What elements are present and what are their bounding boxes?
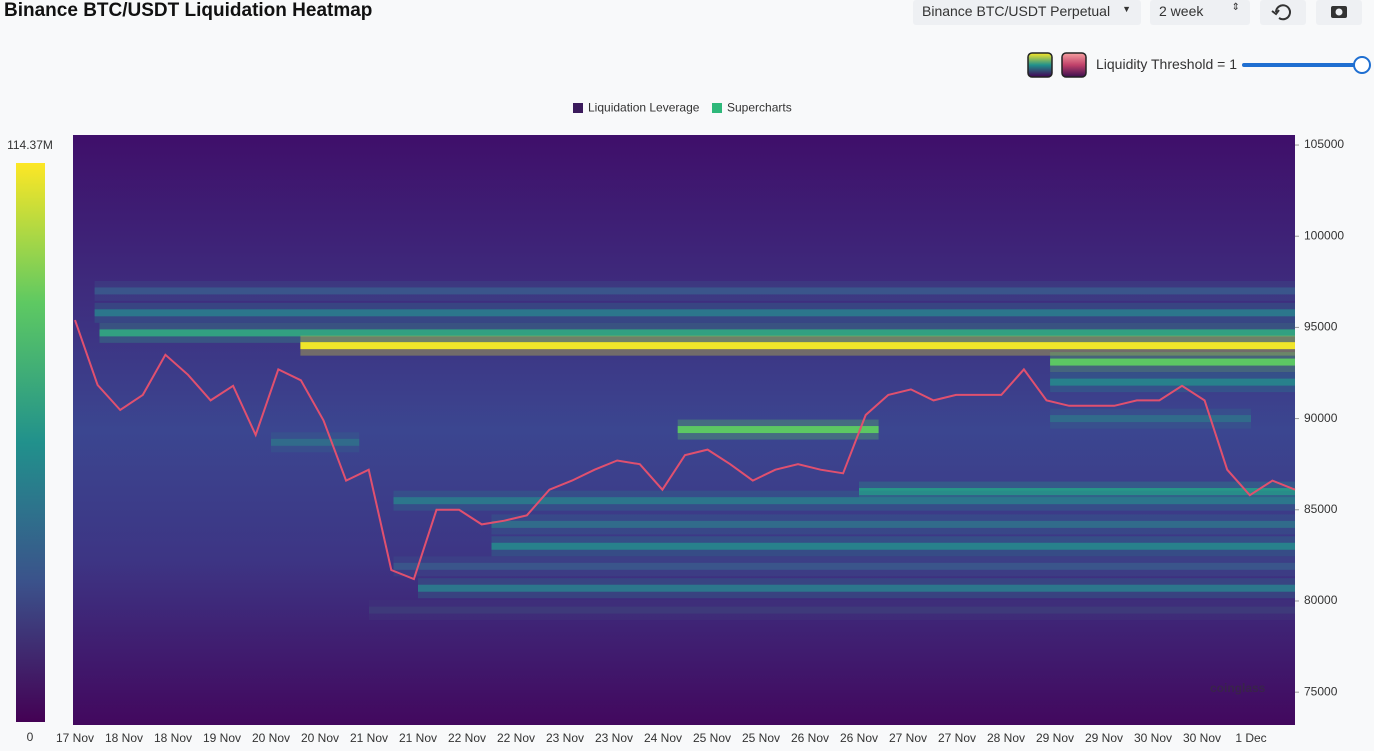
x-tick-label: 18 Nov	[154, 731, 192, 745]
y-tick-label: 80000	[1304, 593, 1338, 607]
magma-swatch[interactable]	[1061, 52, 1087, 78]
legend-label: Supercharts	[727, 101, 792, 115]
x-tick-label: 30 Nov	[1183, 731, 1221, 745]
heat-band	[1050, 358, 1295, 366]
x-tick-label: 26 Nov	[791, 731, 829, 745]
x-tick-label: 20 Nov	[301, 731, 339, 745]
x-tick-label: 21 Nov	[350, 731, 388, 745]
x-tick-label: 25 Nov	[742, 731, 780, 745]
page-title: Binance BTC/USDT Liquidation Heatmap	[4, 0, 373, 21]
heat-band	[393, 562, 1295, 570]
caret: ▼	[1122, 4, 1131, 14]
price-line	[74, 319, 1296, 581]
x-tick-label: 1 Dec	[1235, 731, 1266, 745]
heat-band	[418, 584, 1295, 592]
caret: ⇕	[1231, 2, 1240, 13]
x-tick-label: 30 Nov	[1134, 731, 1172, 745]
colorbar-min-label: 0	[27, 730, 34, 744]
heat-band	[94, 287, 1296, 295]
exchange-label: Binance BTC/USDT Perpetual	[922, 3, 1111, 19]
legend-swatch	[573, 103, 583, 113]
camera-icon	[1331, 6, 1347, 18]
heat-band	[94, 309, 1296, 317]
y-tick-label: 75000	[1304, 684, 1338, 698]
threshold-slider[interactable]	[1240, 54, 1374, 76]
heat-band	[393, 497, 1295, 505]
x-tick-label: 21 Nov	[399, 731, 437, 745]
heat-band	[491, 542, 1295, 550]
colorbar-max-label: 114.37M	[7, 138, 53, 152]
y-tick-label: 90000	[1304, 411, 1338, 425]
screenshot-button[interactable]	[1316, 0, 1362, 25]
x-tick-label: 24 Nov	[644, 731, 682, 745]
threshold-label: Liquidity Threshold = 1	[1096, 56, 1237, 72]
range-label: 2 week	[1159, 3, 1204, 19]
heat-band	[1050, 415, 1251, 423]
heat-band	[677, 426, 879, 434]
y-tick-label: 85000	[1304, 502, 1338, 516]
range-select[interactable]: 2 week ⇕	[1150, 0, 1250, 25]
color-scheme-toggle[interactable]	[1026, 52, 1090, 78]
heat-band	[300, 342, 1295, 350]
x-tick-label: 29 Nov	[1036, 731, 1074, 745]
watermark: coinglass	[1210, 681, 1266, 695]
heat-band	[99, 329, 1295, 337]
chart: 75000 80000 85000 90000 95000 100000 105000 17 …	[7, 101, 1344, 746]
x-tick-label: 25 Nov	[693, 731, 731, 745]
refresh-icon	[1271, 4, 1291, 21]
x-tick-label: 22 Nov	[448, 731, 486, 745]
exchange-select[interactable]: Binance BTC/USDT Perpetual ▼	[913, 0, 1141, 25]
refresh-button[interactable]	[1260, 0, 1306, 25]
heat-band	[271, 438, 360, 446]
colorbar	[16, 163, 45, 722]
x-tick-label: 27 Nov	[889, 731, 927, 745]
x-tick-label: 29 Nov	[1085, 731, 1123, 745]
y-tick-label: 105000	[1304, 137, 1344, 151]
x-tick-label: 23 Nov	[546, 731, 584, 745]
x-tick-label: 27 Nov	[938, 731, 976, 745]
x-tick-label: 18 Nov	[105, 731, 143, 745]
x-tick-label: 22 Nov	[497, 731, 535, 745]
x-tick-label: 17 Nov	[56, 731, 94, 745]
y-tick-label: 100000	[1304, 228, 1344, 242]
y-tick-label: 95000	[1304, 320, 1338, 334]
legend-swatch	[712, 103, 722, 113]
x-tick-label: 28 Nov	[987, 731, 1025, 745]
x-tick-label: 19 Nov	[203, 731, 241, 745]
x-tick-label: 23 Nov	[595, 731, 633, 745]
heat-band	[859, 488, 1295, 496]
heat-band	[369, 606, 1295, 614]
x-tick-label: 20 Nov	[252, 731, 290, 745]
viridis-swatch[interactable]	[1027, 52, 1053, 78]
slider-handle[interactable]	[1353, 56, 1371, 74]
legend-label: Liquidation Leverage	[588, 101, 700, 115]
x-tick-label: 26 Nov	[840, 731, 878, 745]
heat-band	[1050, 378, 1295, 386]
heat-band	[491, 520, 1295, 528]
